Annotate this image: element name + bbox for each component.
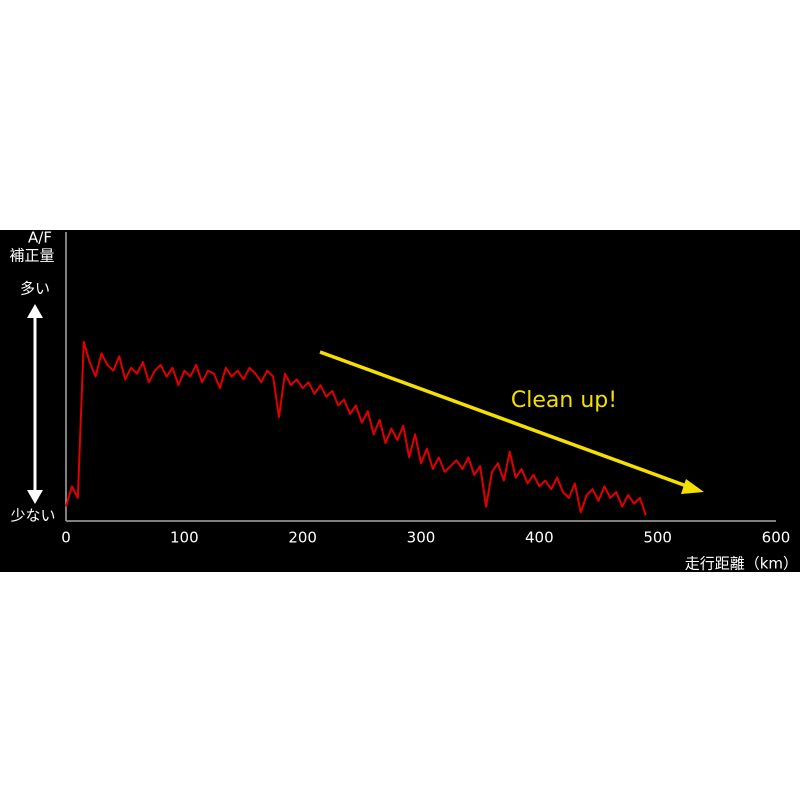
y-label: 補正量: [9, 247, 54, 265]
annotation: Clean up!: [511, 388, 617, 413]
x-tick-label: 200: [288, 529, 317, 547]
x-tick-label: 300: [407, 529, 436, 547]
y-high-label: 多い: [20, 280, 50, 298]
y-low-label: 少ない: [10, 507, 55, 525]
trend-arrow: [319, 350, 704, 494]
chart-background: [0, 230, 800, 572]
x-tick-label: 400: [525, 529, 554, 547]
data-line: [65, 340, 647, 516]
x-tick-label: 600: [762, 529, 791, 547]
x-tick-label: 0: [61, 529, 71, 547]
x-tick-label: 100: [170, 529, 199, 547]
y-label: A/F: [28, 229, 52, 247]
x-tick-label: 500: [643, 529, 672, 547]
direction-arrow: [27, 304, 43, 504]
x-axis-label: 走行距離（km）: [685, 555, 798, 573]
